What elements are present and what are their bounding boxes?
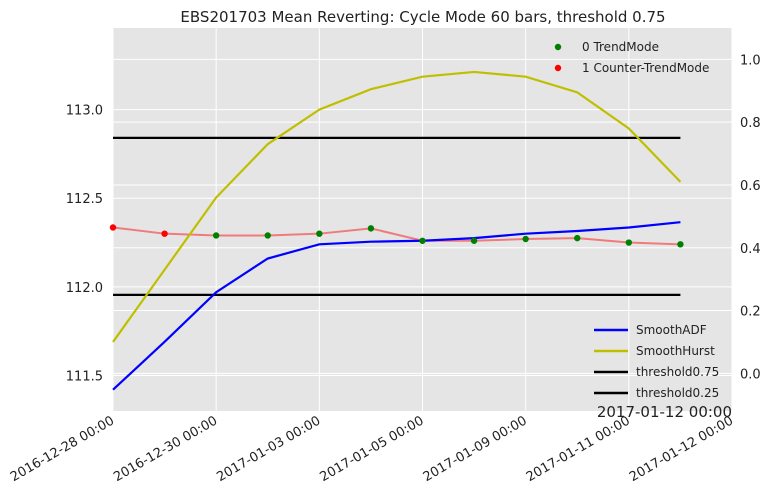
- corner-date-label: 2017-01-12 00:00: [597, 403, 732, 421]
- y-right-tick-label: 0.2: [740, 305, 761, 320]
- trend-mode-marker: [212, 232, 220, 239]
- legend-marker-label: 0 TrendMode: [582, 40, 659, 54]
- threshold-lines: [113, 136, 681, 296]
- chart-title: EBS201703 Mean Reverting: Cycle Mode 60 …: [180, 8, 665, 26]
- counter-trend-mode-marker: [109, 224, 117, 231]
- legend-line-label: SmoothHurst: [636, 344, 715, 358]
- legend-line-label: SmoothADF: [636, 323, 707, 337]
- series-line-smoothhurst: [112, 70, 682, 343]
- trend-mode-marker: [522, 235, 529, 243]
- trend-mode-marker: [574, 234, 581, 242]
- y-left-tick-label: 111.5: [66, 370, 103, 385]
- x-tick-label: 2016-12-28 00:00: [8, 413, 117, 485]
- y-right-ticks: 0.0 0.2 0.4 0.6 0.8 1.0: [740, 53, 761, 382]
- legend-marker-swatch: [554, 43, 562, 51]
- legend-line-label: threshold0.25: [636, 386, 719, 400]
- y-right-tick-label: 1.0: [740, 53, 761, 68]
- legend-marker-swatch: [554, 64, 562, 72]
- series-lines: [112, 70, 682, 391]
- price-line: [112, 226, 681, 246]
- trend-mode-marker: [264, 232, 271, 239]
- x-tick-label: 2017-01-11 00:00: [524, 413, 633, 485]
- marker-legend: 0 TrendMode 1 Counter-TrendMode: [554, 40, 709, 75]
- mode-markers: [109, 224, 684, 248]
- y-right-tick-label: 0.8: [740, 116, 761, 131]
- y-left-ticks: 111.5 112.0 112.5 113.0: [66, 104, 103, 385]
- x-tick-label: 2017-01-05 00:00: [318, 413, 427, 485]
- x-tick-label: 2017-01-12 00:00: [627, 413, 736, 485]
- y-left-tick-label: 112.0: [66, 281, 103, 296]
- y-right-tick-label: 0.6: [740, 179, 761, 194]
- trend-mode-marker: [625, 239, 633, 246]
- y-right-tick-label: 0.0: [740, 367, 761, 382]
- x-tick-label: 2017-01-03 00:00: [214, 413, 323, 485]
- trend-mode-marker: [316, 230, 323, 237]
- legend-marker-label: 1 Counter-TrendMode: [582, 61, 709, 75]
- trend-mode-marker: [419, 237, 426, 244]
- y-left-tick-label: 112.5: [66, 192, 103, 207]
- line-legend: SmoothADF SmoothHurst threshold0.75 thresho…: [594, 323, 719, 400]
- x-tick-label: 2016-12-30 00:00: [111, 413, 220, 485]
- y-left-tick-label: 113.0: [66, 104, 103, 119]
- legend-line-label: threshold0.75: [636, 365, 719, 379]
- y-right-tick-label: 0.4: [740, 242, 761, 257]
- x-tick-label: 2017-01-09 00:00: [421, 413, 530, 485]
- trend-mode-marker: [367, 225, 375, 232]
- trend-mode-marker: [470, 237, 478, 244]
- counter-trend-mode-marker: [161, 230, 168, 237]
- trend-mode-marker: [677, 241, 684, 248]
- series-line-smoothadf: [112, 221, 681, 391]
